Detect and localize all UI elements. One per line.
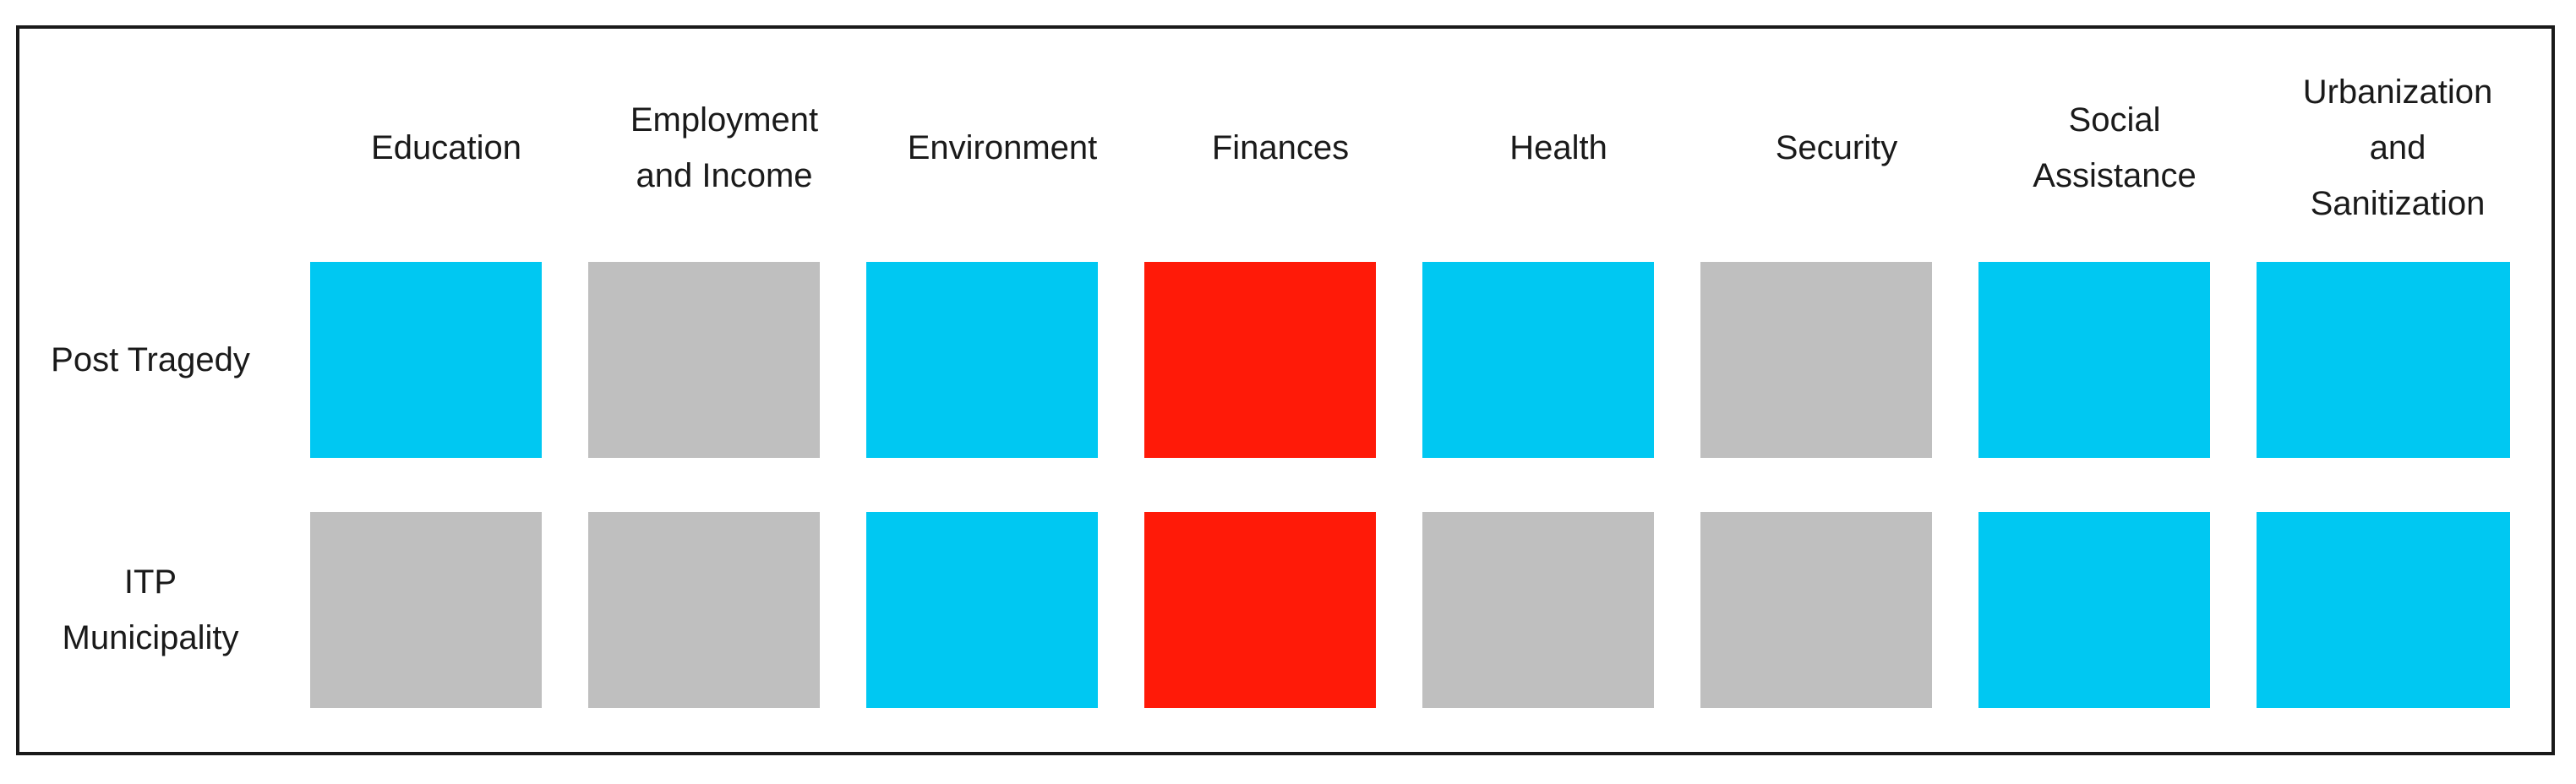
column-header-security: Security — [1775, 129, 1898, 166]
row-label-post-tragedy: Post Tragedy — [51, 341, 250, 378]
cell-post-tragedy-employment-income — [588, 262, 820, 458]
cell-post-tragedy-security — [1700, 262, 1932, 458]
column-header-education: Education — [371, 129, 521, 166]
column-header-urbanization-sanitization: Urbanization and Sanitization — [2302, 74, 2493, 222]
cell-itp-municipality-urbanization-sanitization — [2257, 512, 2510, 708]
row-label-itp-municipality: ITP Municipality — [62, 564, 239, 656]
cell-post-tragedy-finances — [1144, 262, 1376, 458]
matrix-frame: Education Employment and Income Environm… — [16, 25, 2555, 755]
column-header-employment-income: Employment and Income — [630, 101, 819, 194]
cell-itp-municipality-environment — [866, 512, 1098, 708]
cell-itp-municipality-employment-income — [588, 512, 820, 708]
column-header-health: Health — [1509, 129, 1607, 166]
cell-itp-municipality-social-assistance — [1978, 512, 2210, 708]
cell-itp-municipality-finances — [1144, 512, 1376, 708]
cell-itp-municipality-health — [1422, 512, 1654, 708]
cell-itp-municipality-security — [1700, 512, 1932, 708]
cell-post-tragedy-environment — [866, 262, 1098, 458]
column-header-finances: Finances — [1211, 129, 1350, 166]
column-header-social-assistance: Social Assistance — [2033, 101, 2197, 194]
cell-post-tragedy-health — [1422, 262, 1654, 458]
cell-post-tragedy-education — [310, 262, 542, 458]
cell-post-tragedy-social-assistance — [1978, 262, 2210, 458]
cell-post-tragedy-urbanization-sanitization — [2257, 262, 2510, 458]
cell-itp-municipality-education — [310, 512, 542, 708]
column-header-environment: Environment — [907, 129, 1098, 166]
